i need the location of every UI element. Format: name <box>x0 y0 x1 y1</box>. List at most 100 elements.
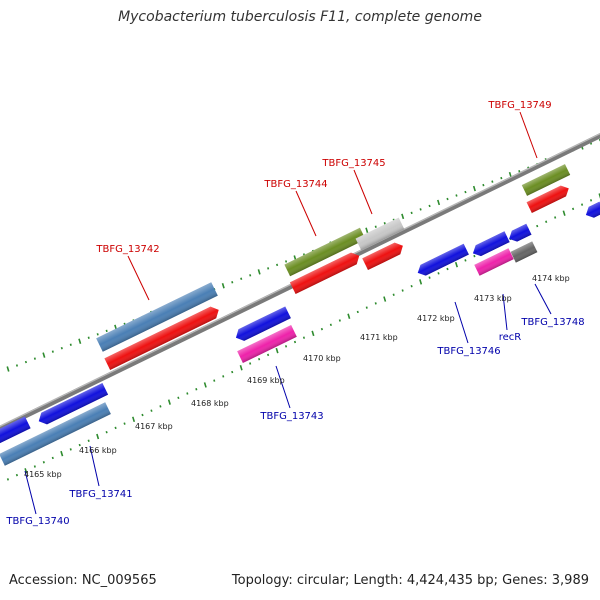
gene-TBFG-13743-strand-shade <box>235 306 291 341</box>
lower-ruler-major-tick <box>275 347 279 354</box>
upper-ruler-major-tick <box>221 282 225 289</box>
lower-ruler-minor-tick <box>572 207 575 211</box>
lower-ruler-minor-tick <box>329 323 332 327</box>
upper-ruler-minor-tick <box>518 169 521 173</box>
gene-label-top: TBFG_13744 <box>263 179 327 190</box>
upper-ruler-minor-tick <box>105 329 108 333</box>
gene-label-top: TBFG_13749 <box>487 100 551 111</box>
gene-TBFG-13743-strand <box>235 306 291 341</box>
upper-ruler-major-tick <box>508 171 512 178</box>
gene-label-top: TBFG_13742 <box>95 244 159 255</box>
upper-ruler-minor-tick <box>231 281 234 284</box>
upper-ruler-minor-tick <box>428 204 431 208</box>
label-leader-top <box>127 255 150 301</box>
lower-ruler-minor-tick <box>141 413 144 417</box>
lower-ruler-minor-tick <box>78 443 81 447</box>
label-leader-bottom <box>502 293 508 331</box>
gene-TBFG-13743-cds <box>237 325 297 363</box>
gene-TBFG-13742-cds-shade <box>96 282 218 352</box>
gene-TBFG-13749-strand <box>526 185 569 214</box>
upper-ruler-minor-tick <box>51 350 54 353</box>
gene-recR-strand <box>472 231 510 257</box>
lower-ruler-minor-tick <box>536 224 539 228</box>
upper-ruler-minor-tick <box>464 190 467 194</box>
upper-ruler-minor-tick <box>87 336 90 340</box>
lower-ruler-minor-tick <box>580 203 584 206</box>
lower-ruler-minor-tick <box>545 220 548 223</box>
kbp-tick-label: 4172 kbp <box>417 314 455 323</box>
gene-recR-cds <box>474 248 514 276</box>
upper-ruler-minor-tick <box>500 176 503 180</box>
lower-ruler-minor-tick <box>437 272 440 275</box>
gene-TBFG-13741-cds-shade <box>0 402 111 466</box>
kbp-tick-label: 4170 kbp <box>303 354 341 363</box>
gene-label-bottom: TBFG_13741 <box>68 489 132 500</box>
lower-ruler-minor-tick <box>258 357 261 361</box>
accession-text: Accession: NC_009565 <box>9 573 157 588</box>
gene-edge-strand-shade <box>585 201 600 218</box>
lower-ruler-major-tick <box>132 416 136 423</box>
lower-ruler-minor-tick <box>302 336 306 339</box>
gene-label-bottom: recR <box>499 332 522 343</box>
lower-ruler-major-tick <box>203 382 207 388</box>
lower-ruler-minor-tick <box>42 461 45 464</box>
upper-ruler-minor-tick <box>284 260 288 263</box>
lower-ruler-minor-tick <box>446 267 449 271</box>
lower-ruler-minor-tick <box>428 276 431 279</box>
lower-ruler-minor-tick <box>33 465 36 468</box>
upper-ruler-minor-tick <box>491 180 494 183</box>
lower-ruler-major-tick <box>454 261 458 268</box>
upper-ruler-minor-tick <box>419 208 422 211</box>
lower-ruler-major-tick <box>167 399 171 405</box>
kbp-tick-label: 4174 kbp <box>532 274 570 283</box>
gene-TBFG-13741-cds <box>0 402 111 466</box>
lower-ruler-minor-tick <box>51 456 54 460</box>
lower-ruler-minor-tick <box>123 422 126 425</box>
gene-TBFG-13748-cds <box>510 241 538 263</box>
lower-ruler-minor-tick <box>213 379 216 382</box>
upper-ruler-major-tick <box>42 352 46 358</box>
lower-ruler-minor-tick <box>159 405 162 408</box>
ruler-ticks <box>0 138 600 485</box>
gene-TBFG-13742-strand-shade <box>104 306 219 371</box>
lower-ruler-major-tick <box>562 210 566 216</box>
upper-ruler-minor-tick <box>455 194 458 197</box>
upper-ruler-minor-tick <box>60 346 63 350</box>
kbp-tick-label: 4173 kbp <box>474 294 512 303</box>
gene-TBFG-13745-strand-shade <box>362 242 403 271</box>
label-leader-top <box>295 190 317 237</box>
lower-ruler-minor-tick <box>554 216 557 219</box>
gene-label-bottom: TBFG_13748 <box>520 317 584 328</box>
lower-ruler-minor-tick <box>356 310 359 314</box>
gene-TBFG-13749-cds <box>521 164 571 196</box>
gene-features <box>0 164 600 466</box>
upper-ruler-minor-tick <box>96 333 99 336</box>
upper-ruler-major-tick <box>437 199 441 206</box>
lower-ruler-minor-tick <box>186 392 189 395</box>
lower-ruler-major-tick <box>24 468 28 474</box>
lower-ruler-minor-tick <box>105 430 108 434</box>
gene-TBFG-13742-cds <box>96 282 218 352</box>
label-leader-top <box>519 111 538 159</box>
lower-ruler-minor-tick <box>374 302 377 305</box>
lower-ruler-minor-tick <box>222 375 225 378</box>
gene-TBFG-13744-strand <box>289 252 360 295</box>
lower-ruler-minor-tick <box>401 289 404 292</box>
gene-TBFG-13749-cds-shade <box>521 164 571 196</box>
lower-ruler-minor-tick <box>15 473 18 477</box>
lower-ruler-minor-tick <box>365 306 368 309</box>
lower-ruler-minor-tick <box>249 362 252 365</box>
gene-edge-strand <box>585 201 600 218</box>
lower-ruler-minor-tick <box>320 327 323 331</box>
gene-recR-cds-shade <box>474 248 514 276</box>
lower-ruler-minor-tick <box>195 388 198 391</box>
lower-ruler-minor-tick <box>150 409 153 412</box>
kbp-tick-label: 4167 kbp <box>135 422 173 431</box>
upper-ruler-minor-tick <box>15 364 19 367</box>
map-labels: 4165 kbp 4166 kbp 4167 kbp 4168 kbp 4169 kbp… <box>5 100 584 527</box>
gene-TBFG-13748-strand <box>509 223 532 242</box>
kbp-tick-label: 4165 kbp <box>24 470 62 479</box>
upper-ruler-major-tick <box>365 227 369 233</box>
gene-TBFG-13744-strand-shade <box>289 252 360 295</box>
